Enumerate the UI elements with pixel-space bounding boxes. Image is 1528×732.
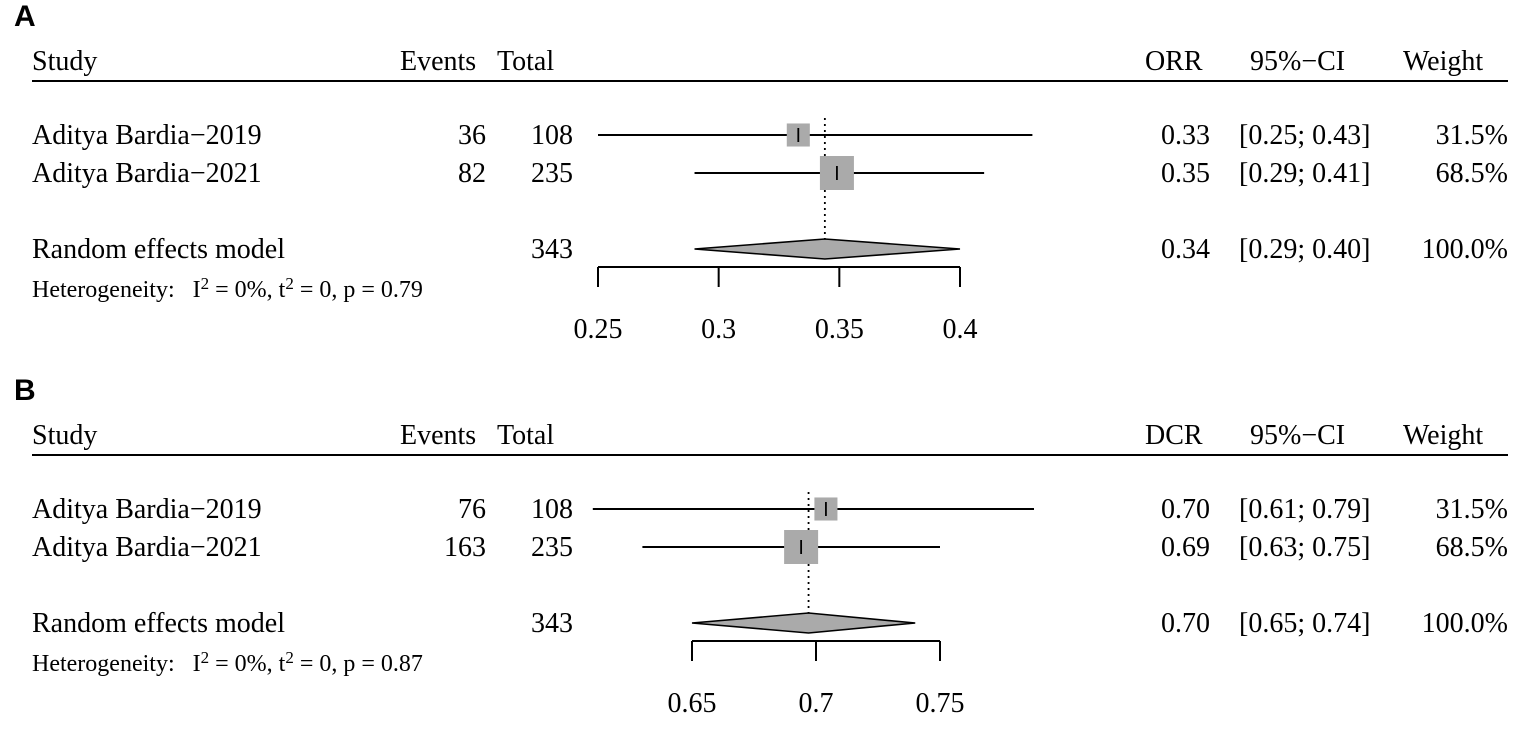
summary-diamond [691,612,916,634]
x-axis-tick-label: 0.4 [943,314,978,345]
study-events: 36 [458,120,486,151]
header-total: Total [497,420,555,451]
x-axis-tick-label: 0.35 [815,314,864,345]
summary-weight: 100.0% [1421,234,1508,265]
study-name: Aditya Bardia−2019 [32,120,262,151]
summary-ci: [0.65; 0.74] [1239,608,1371,639]
study-total: 108 [531,120,573,151]
forest-plot-panel-a: A Study Events Total ORR 95%−CI Weight A… [0,0,1528,358]
study-total: 235 [531,532,573,563]
study-estimate: 0.33 [1161,120,1210,151]
study-name: Aditya Bardia−2021 [32,158,262,189]
summary-total: 343 [531,234,573,265]
x-axis-tick-label: 0.25 [574,314,623,345]
summary-name: Random effects model [32,608,285,639]
x-axis-tick-label: 0.7 [799,688,834,719]
study-events: 163 [444,532,486,563]
header-events: Events [400,420,477,451]
header-ci: 95%−CI [1250,420,1346,451]
header-rule [32,454,1508,456]
summary-name: Random effects model [32,234,285,265]
summary-ci: [0.29; 0.40] [1239,234,1371,265]
heterogeneity-stats: Heterogeneity: I2 = 0%, t2 = 0, p = 0.87 [32,648,423,677]
study-weight: 68.5% [1435,158,1508,189]
panel-label: A [14,0,36,33]
summary-estimate: 0.70 [1161,608,1210,639]
header-events: Events [400,46,477,77]
heterogeneity-stats: Heterogeneity: I2 = 0%, t2 = 0, p = 0.79 [32,274,423,303]
header-measure: ORR [1145,46,1203,77]
header-measure: DCR [1145,420,1203,451]
header-weight: Weight [1403,46,1484,77]
x-axis-tick-label: 0.65 [668,688,717,719]
study-name: Aditya Bardia−2019 [32,494,262,525]
summary-diamond [694,238,961,260]
summary-estimate: 0.34 [1161,234,1210,265]
forest-plot-graphic: 0.25 0.3 0.35 0.4 [574,118,1033,345]
header-study: Study [32,420,98,451]
study-weight: 31.5% [1435,120,1508,151]
study-weight: 31.5% [1435,494,1508,525]
study-ci: [0.61; 0.79] [1239,494,1371,525]
panel-label: B [14,374,36,407]
study-weight: 68.5% [1435,532,1508,563]
header-ci: 95%−CI [1250,46,1346,77]
study-ci: [0.25; 0.43] [1239,120,1371,151]
header-rule [32,80,1508,82]
study-events: 76 [458,494,486,525]
summary-weight: 100.0% [1421,608,1508,639]
header-weight: Weight [1403,420,1484,451]
x-axis-tick-label: 0.3 [701,314,736,345]
study-ci: [0.63; 0.75] [1239,532,1371,563]
forest-plot-panel-b: B Study Events Total DCR 95%−CI Weight A… [0,374,1528,732]
study-total: 108 [531,494,573,525]
header-study: Study [32,46,98,77]
study-name: Aditya Bardia−2021 [32,532,262,563]
header-total: Total [497,46,555,77]
study-estimate: 0.35 [1161,158,1210,189]
forest-plot-graphic: 0.65 0.7 0.75 [592,492,1034,719]
x-axis-tick-label: 0.75 [916,688,965,719]
study-ci: [0.29; 0.41] [1239,158,1371,189]
study-events: 82 [458,158,486,189]
study-total: 235 [531,158,573,189]
study-estimate: 0.69 [1161,532,1210,563]
study-estimate: 0.70 [1161,494,1210,525]
summary-total: 343 [531,608,573,639]
